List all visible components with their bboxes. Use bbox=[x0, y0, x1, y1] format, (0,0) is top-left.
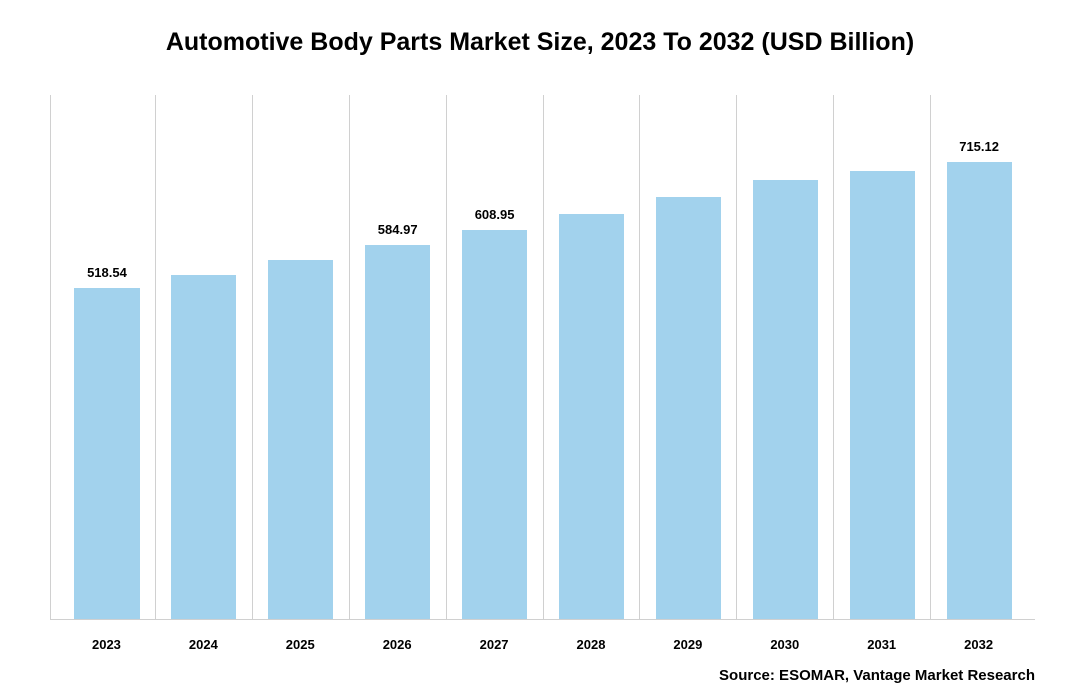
x-axis-label: 2029 bbox=[639, 637, 736, 652]
x-axis-labels: 2023202420252026202720282029203020312032 bbox=[50, 637, 1035, 652]
x-axis-label: 2030 bbox=[736, 637, 833, 652]
bar-slot: 584.97 bbox=[350, 95, 447, 619]
x-axis-label: 2032 bbox=[930, 637, 1027, 652]
x-axis-label: 2026 bbox=[349, 637, 446, 652]
x-axis-label: 2023 bbox=[58, 637, 155, 652]
bars-container: 518.54 584.97608.95 715.12 bbox=[51, 95, 1035, 619]
bar-slot bbox=[156, 95, 253, 619]
bar-slot: 608.95 bbox=[447, 95, 544, 619]
bar bbox=[268, 260, 333, 619]
bar-slot bbox=[640, 95, 737, 619]
bar bbox=[462, 230, 527, 619]
bar-slot: 715.12 bbox=[931, 95, 1027, 619]
bar bbox=[656, 197, 721, 619]
bar bbox=[74, 288, 139, 619]
x-axis-label: 2024 bbox=[155, 637, 252, 652]
source-attribution: Source: ESOMAR, Vantage Market Research bbox=[719, 667, 1035, 684]
bar bbox=[753, 180, 818, 619]
bar bbox=[559, 214, 624, 619]
bar-value-label: 518.54 bbox=[59, 265, 155, 280]
bar-slot bbox=[834, 95, 931, 619]
x-axis-label: 2025 bbox=[252, 637, 349, 652]
x-axis-label: 2027 bbox=[446, 637, 543, 652]
bar-value-label: 715.12 bbox=[931, 139, 1027, 154]
bar bbox=[850, 171, 915, 619]
bar-slot bbox=[253, 95, 350, 619]
bar-slot: 518.54 bbox=[59, 95, 156, 619]
bar-slot bbox=[737, 95, 834, 619]
chart-title: Automotive Body Parts Market Size, 2023 … bbox=[0, 0, 1080, 57]
bar bbox=[365, 245, 430, 619]
bar-value-label: 584.97 bbox=[350, 222, 446, 237]
bar bbox=[947, 162, 1012, 619]
x-axis-label: 2028 bbox=[543, 637, 640, 652]
bar-value-label: 608.95 bbox=[447, 207, 543, 222]
chart-plot-area: 518.54 584.97608.95 715.12 bbox=[50, 95, 1035, 620]
x-axis-label: 2031 bbox=[833, 637, 930, 652]
bar bbox=[171, 275, 236, 619]
bar-slot bbox=[544, 95, 641, 619]
